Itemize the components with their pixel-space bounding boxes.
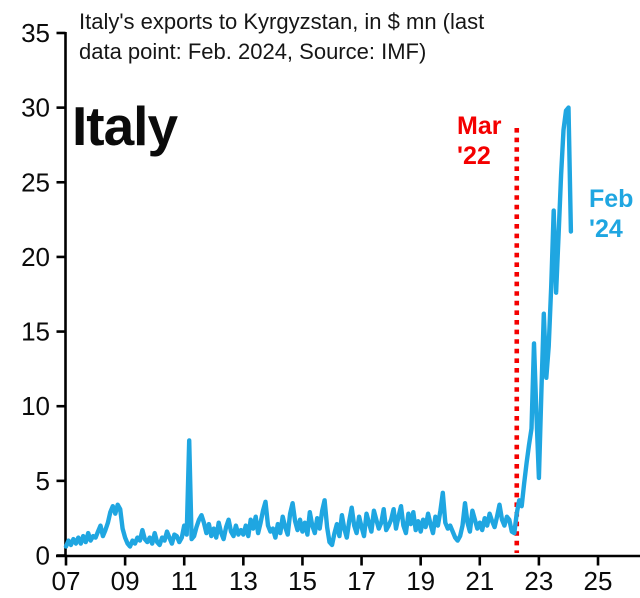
y-tick-label: 35	[21, 18, 50, 48]
x-tick-label: 11	[171, 566, 198, 596]
x-tick-label: 21	[465, 566, 494, 596]
chart-title-line2: data point: Feb. 2024, Source: IMF)	[79, 39, 427, 64]
x-tick-label: 25	[584, 566, 613, 596]
endpoint-annotation: Feb '24	[589, 184, 633, 244]
y-tick-label: 25	[21, 167, 50, 197]
x-tick-label: 19	[406, 566, 435, 596]
y-tick-label: 30	[21, 93, 50, 123]
endpoint-annotation-line1: Feb	[589, 185, 634, 213]
event-annotation-line1: Mar	[457, 112, 502, 140]
event-annotation: Mar '22	[457, 111, 501, 171]
y-tick-label: 20	[21, 242, 50, 272]
y-tick-label: 5	[36, 466, 50, 496]
x-tick-label: 15	[288, 566, 317, 596]
x-tick-label: 23	[524, 566, 553, 596]
x-tick-label: 07	[52, 566, 81, 596]
series-line	[63, 105, 574, 549]
country-label: Italy	[72, 95, 178, 157]
x-tick-label: 17	[347, 566, 376, 596]
y-tick-label: 10	[21, 391, 50, 421]
y-tick-label: 15	[21, 317, 50, 347]
x-tick-label: 13	[229, 566, 258, 596]
chart-title-line1: Italy's exports to Kyrgyzstan, in $ mn (…	[79, 9, 485, 34]
chart-title: Italy's exports to Kyrgyzstan, in $ mn (…	[79, 7, 484, 67]
x-tick-label: 09	[111, 566, 140, 596]
endpoint-annotation-line2: '24	[589, 215, 623, 243]
y-tick-label: 0	[36, 541, 50, 571]
event-annotation-line2: '22	[457, 142, 491, 170]
